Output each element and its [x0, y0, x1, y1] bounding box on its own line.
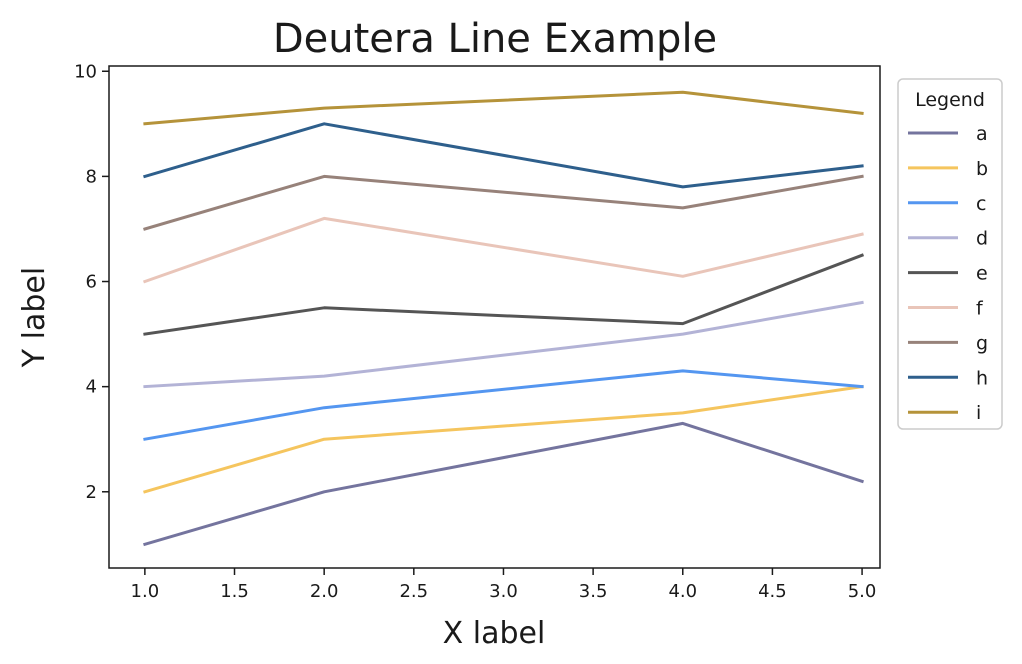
x-tick-label: 3.5 — [579, 581, 608, 602]
y-tick-label: 4 — [86, 377, 97, 398]
plot-frame — [108, 65, 881, 569]
y-tick-label: 6 — [86, 272, 97, 293]
x-tick-label: 1.5 — [220, 581, 249, 602]
x-tick-label: 2.0 — [310, 581, 339, 602]
series-line-f — [142, 216, 864, 284]
x-axis-label: X label — [443, 616, 546, 651]
legend-label-g: g — [976, 332, 988, 354]
y-tick-label: 8 — [86, 166, 97, 187]
series-line-e — [143, 253, 865, 336]
plot-area: 1.0 1.5 2.0 2.5 3.0 3.5 4.0 4.5 5.0 2 4 6 8 10 — [74, 61, 881, 602]
x-tick-label: 3.0 — [489, 581, 518, 602]
x-tick-label: 5.0 — [848, 581, 877, 602]
series-line-a — [143, 421, 864, 547]
series-line-c — [143, 369, 864, 441]
x-tick-label: 1.0 — [131, 581, 160, 602]
series-line-b — [143, 384, 864, 494]
legend-title: Legend — [915, 89, 985, 111]
legend-label-f: f — [976, 298, 984, 320]
legend-label-d: d — [976, 228, 988, 250]
series-line-g — [143, 174, 864, 231]
legend-label-b: b — [976, 158, 988, 180]
y-tick-label: 10 — [74, 61, 97, 82]
series-line-i — [143, 90, 864, 126]
y-axis-label: Y label — [17, 267, 52, 368]
x-axis: 1.0 1.5 2.0 2.5 3.0 3.5 4.0 4.5 5.0 — [131, 568, 877, 602]
legend-label-h: h — [976, 367, 988, 389]
legend-label-i: i — [976, 402, 981, 424]
x-tick-label: 4.5 — [758, 581, 787, 602]
series-group — [142, 90, 865, 547]
chart-title: Deutera Line Example — [273, 16, 717, 62]
x-tick-label: 4.0 — [668, 581, 697, 602]
legend-label-a: a — [976, 123, 988, 145]
series-line-d — [143, 300, 864, 389]
x-tick-label: 2.5 — [399, 581, 428, 602]
legend-label-e: e — [976, 263, 988, 285]
legend-label-c: c — [976, 193, 986, 215]
series-line-h — [143, 122, 864, 189]
y-axis: 2 4 6 8 10 — [74, 61, 109, 503]
y-tick-label: 2 — [86, 482, 97, 503]
